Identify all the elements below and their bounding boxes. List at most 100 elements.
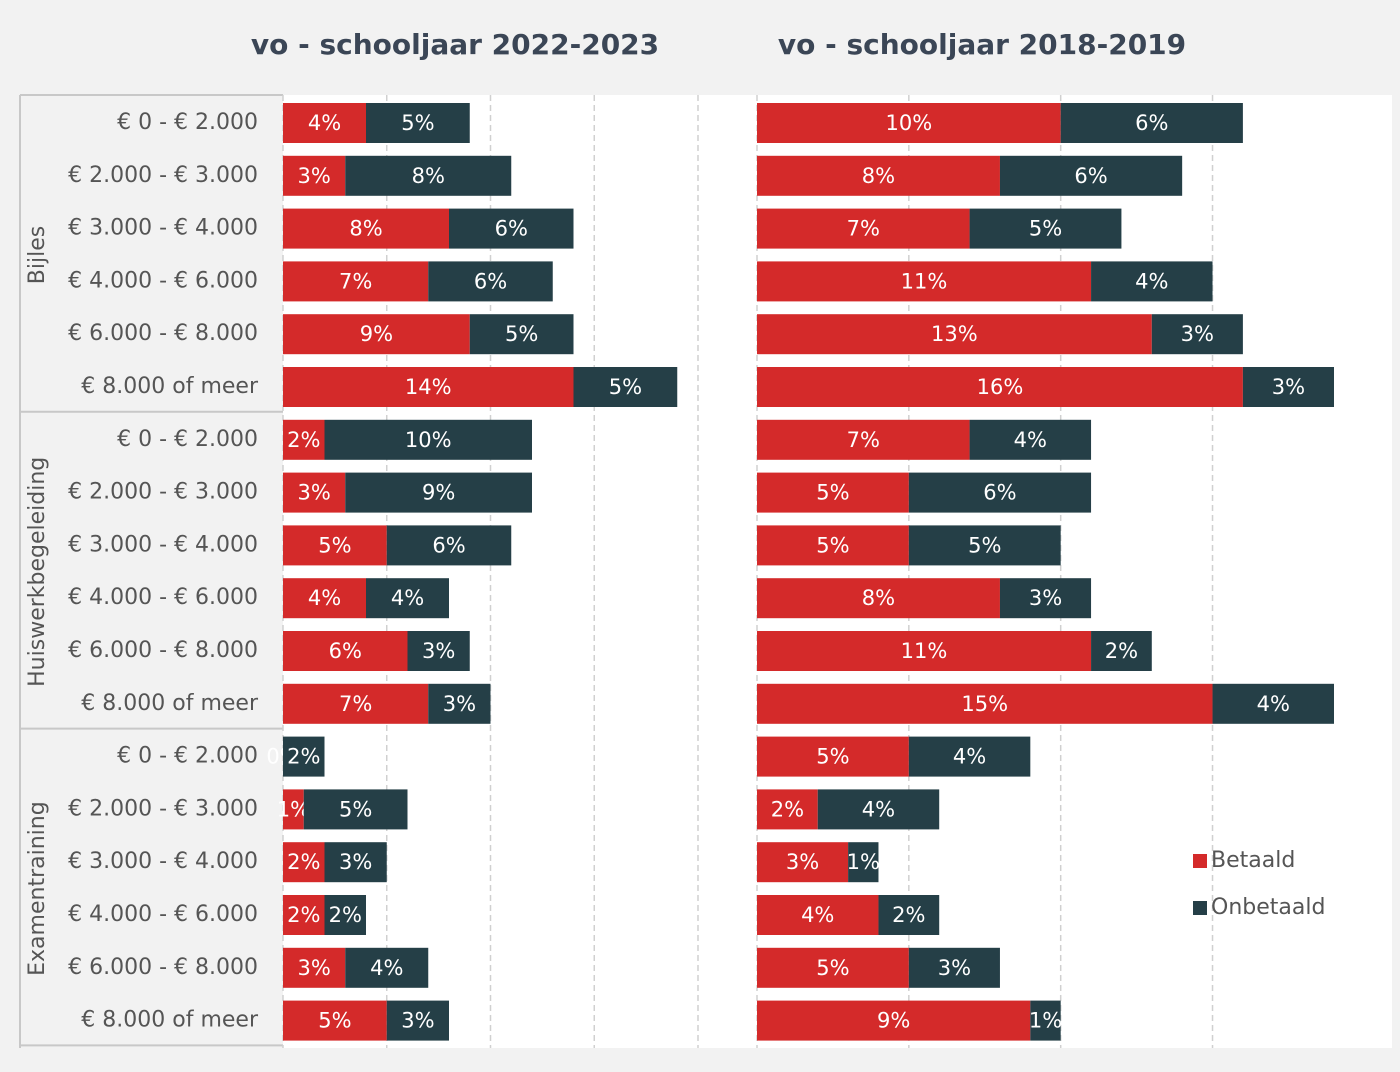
bar-segment bbox=[428, 683, 491, 724]
value-label: 3% bbox=[297, 164, 330, 188]
value-label: 11% bbox=[901, 639, 948, 663]
value-label: 9% bbox=[360, 322, 393, 346]
value-label: 5% bbox=[318, 1009, 351, 1033]
value-label: 9% bbox=[877, 1009, 910, 1033]
value-label: 3% bbox=[339, 850, 372, 874]
value-label: 16% bbox=[977, 375, 1024, 399]
bar-segment bbox=[969, 208, 1122, 249]
value-label: 8% bbox=[862, 586, 895, 610]
bar-segment bbox=[283, 631, 408, 671]
value-label: 6% bbox=[1074, 164, 1107, 188]
bar-segment bbox=[345, 947, 429, 988]
bar-segment bbox=[757, 208, 970, 249]
bar-segment bbox=[283, 895, 325, 935]
bar-segment bbox=[407, 631, 470, 671]
value-label: 4% bbox=[862, 797, 895, 821]
bar-segment bbox=[999, 578, 1092, 619]
value-label: 5% bbox=[609, 375, 642, 399]
value-label: 3% bbox=[1029, 586, 1062, 610]
legend-swatch bbox=[1193, 854, 1207, 868]
category-label: € 6.000 - € 8.000 bbox=[68, 955, 258, 980]
bar-segment bbox=[1091, 631, 1152, 671]
category-label: € 3.000 - € 4.000 bbox=[68, 849, 258, 874]
value-label: 4% bbox=[1014, 428, 1047, 452]
category-label: € 8.000 of meer bbox=[81, 1008, 259, 1033]
value-label: 5% bbox=[505, 322, 538, 346]
value-label: 7% bbox=[847, 217, 880, 241]
value-label: 1% bbox=[847, 850, 880, 874]
group-label: Examentraining bbox=[25, 801, 50, 976]
value-label: 2% bbox=[329, 903, 362, 927]
value-label: 13% bbox=[931, 322, 978, 346]
value-label: 3% bbox=[1181, 322, 1214, 346]
bar-segment bbox=[386, 1000, 449, 1041]
legend-swatch bbox=[1193, 901, 1207, 915]
category-label: € 3.000 - € 4.000 bbox=[68, 532, 258, 557]
value-label: 4% bbox=[370, 956, 403, 980]
value-label: 6% bbox=[474, 269, 507, 293]
value-label: 4% bbox=[308, 586, 341, 610]
value-label: 7% bbox=[339, 692, 372, 716]
bar-segment bbox=[469, 314, 574, 355]
category-label: € 2.000 - € 3.000 bbox=[68, 480, 258, 505]
bar-segment bbox=[908, 472, 1092, 513]
bar-segment bbox=[324, 419, 532, 460]
bar-segment bbox=[1091, 261, 1213, 302]
value-label: 6% bbox=[1135, 111, 1168, 135]
bar-segment bbox=[345, 472, 532, 513]
category-label: € 4.000 - € 6.000 bbox=[68, 585, 258, 610]
category-label: € 2.000 - € 3.000 bbox=[68, 163, 258, 188]
bar-segment bbox=[757, 842, 849, 883]
bar-segment bbox=[757, 419, 970, 460]
value-label: 4% bbox=[391, 586, 424, 610]
value-label: 6% bbox=[983, 481, 1016, 505]
bar-segment bbox=[283, 789, 304, 830]
bar-segment bbox=[303, 789, 408, 830]
bar-segment bbox=[1242, 367, 1334, 407]
bar-segment bbox=[757, 103, 1061, 143]
bar-segment bbox=[283, 525, 387, 566]
bar-segment bbox=[757, 578, 1000, 619]
category-label: € 8.000 of meer bbox=[81, 691, 259, 716]
value-label: 9% bbox=[422, 481, 455, 505]
value-label: 6% bbox=[432, 533, 465, 557]
value-label: 5% bbox=[401, 111, 434, 135]
bar-segment bbox=[757, 895, 879, 935]
bar-segment bbox=[283, 261, 429, 302]
bar-segment bbox=[878, 895, 940, 935]
bar-segment bbox=[908, 736, 1031, 777]
bar-segment bbox=[283, 472, 346, 513]
category-label: € 6.000 - € 8.000 bbox=[68, 321, 258, 346]
bar-segment bbox=[1030, 1000, 1061, 1041]
category-label: € 0 - € 2.000 bbox=[117, 744, 258, 769]
bar-segment bbox=[1151, 314, 1243, 355]
value-label: 5% bbox=[816, 956, 849, 980]
value-label: 5% bbox=[1029, 217, 1062, 241]
bar-segment bbox=[757, 631, 1092, 671]
value-label: 10% bbox=[885, 111, 932, 135]
bar-segment bbox=[969, 419, 1092, 460]
group-label: Huiswerkbegeleiding bbox=[25, 457, 50, 687]
bar-segment bbox=[757, 525, 909, 566]
label-area bbox=[20, 95, 283, 1048]
bar-segment bbox=[366, 103, 470, 143]
value-label: 8% bbox=[412, 164, 445, 188]
bar-segment bbox=[817, 789, 940, 830]
bar-segment bbox=[757, 314, 1152, 355]
value-label: 4% bbox=[1257, 692, 1290, 716]
value-label: 10% bbox=[405, 428, 452, 452]
value-label: 8% bbox=[862, 164, 895, 188]
bar-segment bbox=[757, 789, 818, 830]
bar-segment bbox=[1212, 683, 1334, 724]
category-label: € 2.000 - € 3.000 bbox=[68, 796, 258, 821]
bar-segment bbox=[345, 155, 512, 196]
value-label: 6% bbox=[329, 639, 362, 663]
value-label: 2% bbox=[892, 903, 925, 927]
panel-title: vo - schooljaar 2018-2019 bbox=[778, 28, 1186, 61]
value-label: 5% bbox=[968, 533, 1001, 557]
bar-segment bbox=[283, 1000, 387, 1041]
category-label: € 3.000 - € 4.000 bbox=[68, 216, 258, 241]
bar-segment bbox=[283, 103, 366, 143]
value-label: 3% bbox=[786, 850, 819, 874]
